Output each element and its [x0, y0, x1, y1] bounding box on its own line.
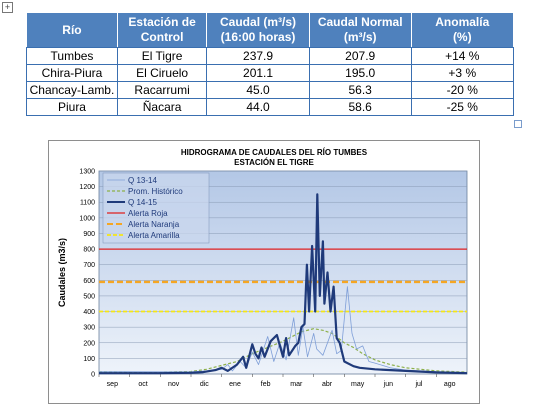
legend-entry: Q 14-15 [128, 198, 157, 207]
cell-caudal: 237.9 [206, 47, 310, 65]
cell-anomalia: +3 % [410, 64, 515, 82]
header-line: Caudal Normal [317, 15, 403, 29]
header-line: Control [140, 30, 184, 44]
y-axis-label: Caudales (m3/s) [57, 238, 67, 307]
legend-entry: Alerta Naranja [128, 220, 180, 229]
y-tick-label: 1000 [79, 215, 95, 222]
y-tick-label: 700 [83, 262, 95, 269]
cell-caudal-normal: 207.9 [308, 47, 412, 65]
cell-caudal-normal: 56.3 [308, 81, 412, 99]
y-tick-label: 1200 [79, 184, 95, 191]
cell-rio: Tumbes [26, 47, 118, 65]
river-flow-table: Río Estación de Control Caudal (m³/s) (16:… [26, 12, 515, 116]
cell-rio: Chira-Piura [26, 64, 118, 82]
cell-caudal: 44.0 [206, 98, 310, 116]
hydrograph-svg: HIDROGRAMA DE CAUDALES DEL RÍO TUMBES ES… [57, 148, 468, 388]
cell-caudal: 201.1 [206, 64, 310, 82]
cell-anomalia: -25 % [410, 98, 515, 116]
x-tick-label: dic [200, 381, 209, 388]
header-line: Río [62, 22, 82, 37]
header-caudal-normal: Caudal Normal (m³/s) [308, 12, 412, 48]
y-tick-label: 0 [91, 372, 95, 379]
x-tick-label: jul [414, 381, 422, 388]
table-row: Tumbes El Tigre 237.9 207.9 +14 % [26, 47, 515, 65]
x-axis-ticks: sep oct nov dic ene feb mar abr may jun jul ago [98, 374, 456, 388]
x-tick-label: ene [229, 381, 241, 388]
cell-anomalia: +14 % [410, 47, 515, 65]
y-tick-label: 500 [83, 293, 95, 300]
cell-caudal-normal: 58.6 [308, 98, 412, 116]
series-line [99, 286, 468, 373]
x-tick-label: jun [383, 381, 393, 388]
y-tick-label: 1100 [80, 200, 95, 207]
y-tick-label: 100 [83, 356, 95, 363]
legend-box [102, 172, 210, 244]
y-tick-label: 200 [83, 340, 95, 347]
y-tick-label: 900 [83, 231, 95, 238]
cell-caudal: 45.0 [206, 81, 310, 99]
x-tick-label: nov [168, 381, 180, 388]
x-tick-label: ago [444, 381, 456, 388]
header-caudal: Caudal (m³/s) (16:00 horas) [206, 12, 310, 48]
header-line: (16:00 horas) [220, 30, 296, 44]
table-row: Chancay-Lamb. Racarrumi 45.0 56.3 -20 % [26, 81, 515, 99]
y-axis-ticks: 0 100 200 300 400 500 600 700 800 900 1000 1100 1200… [79, 169, 95, 379]
chart-legend: Q 13-14 Prom. Histórico Q 14-15 Alerta Roja… [102, 172, 210, 244]
table-row: Chira-Piura El Ciruelo 201.1 195.0 +3 % [26, 64, 515, 82]
header-line: Estación de [128, 15, 196, 29]
header-line: Caudal (m³/s) [220, 15, 297, 29]
x-tick-label: may [351, 381, 365, 388]
header-line: Anomalía [435, 15, 490, 29]
cell-estacion: El Ciruelo [116, 64, 208, 82]
header-anomalia: Anomalía (%) [410, 12, 515, 48]
x-tick-label: sep [107, 381, 118, 388]
hydrograph-chart[interactable]: HIDROGRAMA DE CAUDALES DEL RÍO TUMBES ES… [48, 140, 480, 404]
legend-entry: Prom. Histórico [128, 187, 183, 196]
table-move-handle-icon[interactable]: + [2, 2, 13, 13]
table-header-row: Río Estación de Control Caudal (m³/s) (16:… [26, 12, 515, 48]
cell-anomalia: -20 % [410, 81, 515, 99]
x-tick-label: oct [138, 381, 147, 388]
header-rio: Río [26, 12, 118, 48]
y-tick-label: 800 [83, 247, 95, 254]
header-estacion: Estación de Control [116, 12, 208, 48]
cell-estacion: Ñacara [116, 98, 208, 116]
cell-caudal-normal: 195.0 [308, 64, 412, 82]
x-tick-label: mar [290, 381, 303, 388]
x-tick-label: feb [261, 381, 271, 388]
table-row: Piura Ñacara 44.0 58.6 -25 % [26, 98, 515, 116]
y-tick-label: 600 [83, 278, 95, 285]
y-tick-label: 300 [83, 325, 95, 332]
legend-entry: Alerta Amarilla [128, 231, 180, 240]
legend-entry: Q 13-14 [128, 176, 157, 185]
y-tick-label: 400 [83, 309, 95, 316]
chart-title: HIDROGRAMA DE CAUDALES DEL RÍO TUMBES [181, 148, 368, 157]
chart-subtitle: ESTACIÓN EL TIGRE [234, 158, 314, 167]
x-tick-label: abr [322, 381, 333, 388]
table-resize-handle-icon[interactable] [514, 120, 522, 128]
y-tick-label: 1300 [79, 169, 95, 176]
series-line [99, 193, 468, 375]
series-lines [98, 193, 468, 375]
cell-estacion: Racarrumi [116, 81, 208, 99]
legend-entry: Alerta Roja [128, 209, 168, 218]
header-line: (%) [452, 30, 472, 44]
cell-rio: Chancay-Lamb. [26, 81, 118, 99]
header-line: (m³/s) [343, 30, 377, 44]
cell-estacion: El Tigre [116, 47, 208, 65]
cell-rio: Piura [26, 98, 118, 116]
